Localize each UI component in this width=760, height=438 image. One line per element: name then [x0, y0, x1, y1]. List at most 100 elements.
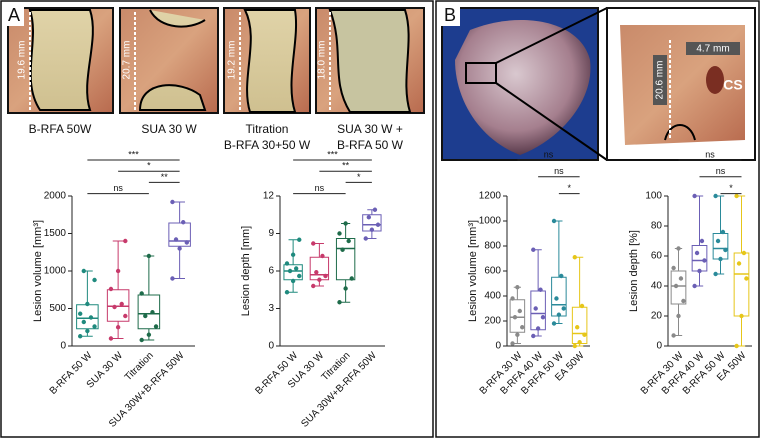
data-point	[723, 247, 728, 253]
y-tick-label: 400	[484, 291, 501, 302]
y-tick-label: 20	[651, 311, 663, 322]
y-tick-label: 12	[263, 191, 275, 202]
y-tick-label: 0	[268, 341, 274, 352]
significance-label: ***	[128, 149, 139, 159]
data-point	[337, 231, 342, 236]
box	[712, 233, 729, 260]
data-point	[671, 265, 676, 271]
significance-label: ns	[716, 166, 726, 176]
caption: SUA 30 W	[141, 122, 197, 136]
y-tick-label: 500	[49, 303, 66, 314]
data-point	[579, 303, 585, 309]
caption: B-RFA 30+50 W	[224, 138, 311, 152]
box	[733, 252, 750, 317]
y-tick-label: 40	[651, 281, 663, 292]
data-point	[736, 261, 742, 266]
y-tick-label: 0	[60, 341, 66, 352]
data-point	[515, 285, 520, 290]
box	[530, 290, 546, 331]
data-point	[517, 308, 522, 314]
panel-b-border	[435, 0, 760, 438]
data-point	[287, 268, 293, 274]
data-point	[115, 325, 121, 330]
y-tick-label: 3	[268, 303, 274, 314]
data-point	[734, 343, 739, 349]
data-point	[284, 261, 290, 266]
data-point	[556, 312, 562, 317]
data-point	[734, 193, 739, 199]
data-point	[146, 332, 152, 337]
data-point	[741, 250, 747, 256]
data-point	[715, 238, 721, 244]
data-point	[713, 193, 718, 199]
lesion-outline	[28, 9, 94, 111]
data-point	[676, 246, 681, 251]
caption: SUA 30 W +	[337, 122, 403, 136]
data-point	[115, 268, 121, 274]
data-point	[173, 237, 179, 242]
data-point	[692, 283, 697, 289]
data-point	[533, 306, 538, 311]
data-point	[290, 278, 296, 284]
data-point	[582, 332, 587, 337]
caption: Titration	[246, 122, 289, 136]
data-point	[293, 266, 299, 271]
significance-label: *	[357, 172, 361, 182]
data-point	[81, 319, 86, 325]
y-axis-label: Lesion depth [%]	[628, 230, 640, 312]
y-tick-label: 0	[495, 341, 501, 352]
panel-a-border	[0, 0, 434, 438]
y-tick-label: 800	[484, 241, 501, 252]
x-tick-label: B-RFA 50 W	[48, 350, 95, 397]
data-point	[744, 276, 749, 281]
heart	[455, 20, 591, 155]
data-point	[297, 237, 302, 242]
y-tick-label: 1000	[44, 266, 67, 277]
data-point	[363, 236, 368, 241]
data-point	[78, 311, 83, 316]
data-point	[123, 238, 128, 244]
data-point	[512, 315, 518, 320]
data-point	[340, 247, 345, 252]
zoom-line	[495, 82, 608, 161]
significance-label: *	[729, 183, 733, 193]
label-bg	[686, 42, 740, 55]
data-point	[535, 326, 541, 331]
data-point	[177, 246, 182, 251]
significance-label: ns	[113, 183, 123, 193]
y-tick-label: 80	[651, 221, 663, 232]
lesion-outline	[664, 124, 696, 141]
y-axis-label: Lesion volume [mm³]	[32, 220, 44, 322]
data-point	[139, 291, 144, 296]
data-point	[366, 215, 372, 220]
data-point	[671, 333, 676, 338]
box	[509, 299, 526, 333]
y-tick-label: 0	[656, 341, 662, 352]
data-point	[153, 324, 159, 329]
data-point	[184, 240, 189, 245]
y-tick-label: 60	[651, 251, 663, 262]
y-tick-label: 6	[268, 266, 274, 277]
y-tick-label: 9	[268, 228, 274, 239]
data-point	[123, 313, 128, 319]
y-axis-label: Lesion volume [mm³]	[467, 220, 479, 322]
data-point	[561, 306, 566, 311]
data-point	[510, 296, 515, 301]
label-bg	[440, 4, 460, 26]
measure-label: 4.7 mm	[696, 44, 729, 55]
data-point	[681, 298, 686, 304]
data-point	[314, 270, 319, 275]
data-point	[720, 229, 726, 235]
significance-label: **	[161, 172, 169, 182]
data-point	[92, 277, 97, 283]
data-point	[559, 273, 564, 279]
data-point	[81, 268, 86, 274]
data-point	[369, 227, 375, 232]
y-tick-label: 600	[484, 266, 501, 277]
significance-label: *	[567, 183, 571, 193]
data-point	[343, 221, 348, 226]
data-point	[515, 332, 520, 337]
data-point	[143, 313, 148, 319]
